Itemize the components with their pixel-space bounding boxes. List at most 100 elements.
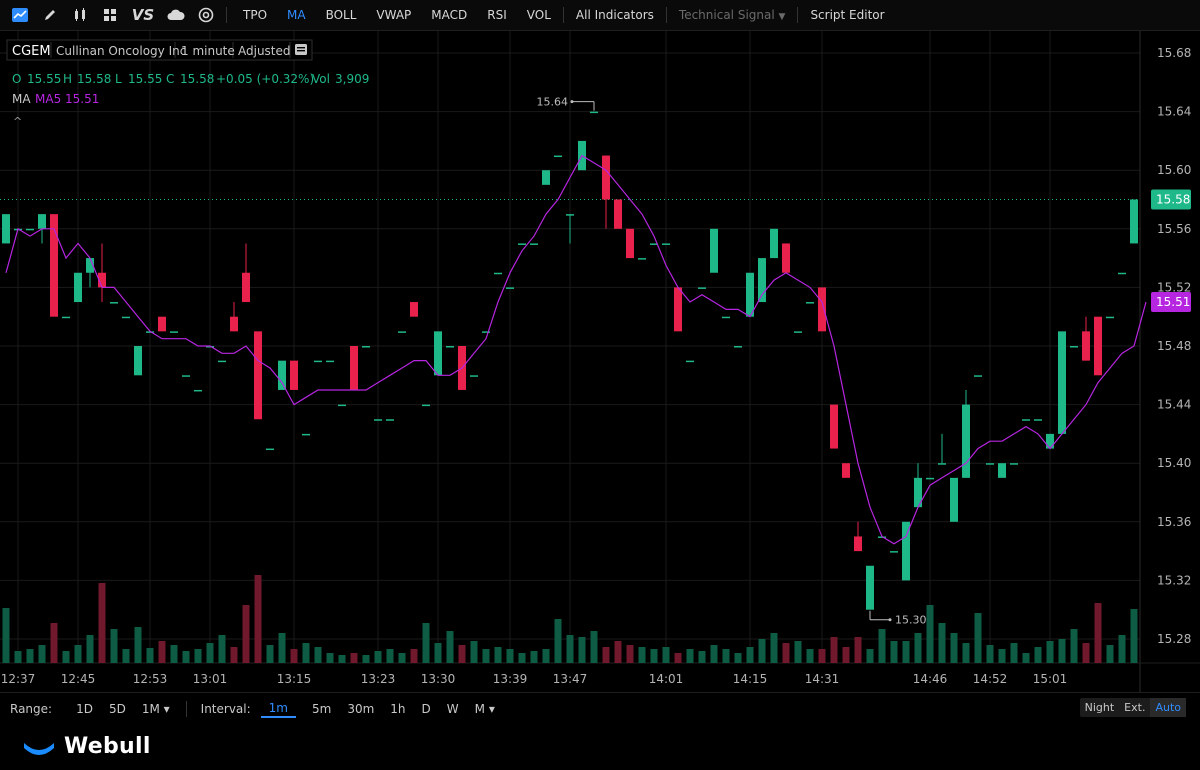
time-tick-label: 13:47 [553,672,588,686]
volume-bar [254,575,262,663]
volume-bar [494,647,502,663]
volume-bar [410,649,418,663]
legend-row-1: CGEM Cullinan Oncology Inc 1 minute Adju… [6,39,313,61]
candle [338,404,346,407]
price-chart[interactable]: 15.68 15.64 15.60 15.56 15.52 15.48 15.44 15.40… [0,31,1200,692]
candle [914,463,922,508]
candle [650,243,658,245]
volume-bar [542,649,550,663]
time-tick-label: 15:01 [1033,672,1068,686]
time-tick-label: 13:01 [193,672,228,686]
price-tick-label: 15.56 [1157,222,1191,236]
volume-bar [74,645,82,663]
close-label: C [166,72,174,86]
chart-icon[interactable] [10,5,30,25]
range-1m-dropdown[interactable]: 1M ▾ [141,702,170,716]
volume-bar [38,645,46,663]
volume-bar [1070,629,1078,663]
script-editor-button[interactable]: Script Editor [810,8,885,22]
candles-icon[interactable] [70,5,90,25]
interval-w[interactable]: W [446,702,459,716]
dollar-icon[interactable] [196,5,216,25]
volume-bar [1046,641,1054,663]
price-tick-label: 15.52 [1157,280,1191,294]
ticker-symbol: CGEM [12,44,51,59]
volume-bar [374,651,382,663]
range-1d[interactable]: 1D [76,702,93,716]
volume-bar [1058,639,1066,663]
vs-icon[interactable]: VS [130,5,156,25]
mode-ext[interactable]: Ext. [1124,701,1146,714]
candle [482,331,490,333]
adjusted-label[interactable]: Adjusted [238,44,291,58]
low-marker-dot [888,618,892,622]
range-5d[interactable]: 5D [108,702,126,716]
candle [158,316,166,332]
candle [98,243,106,303]
volume-bar [278,633,286,663]
time-tick-label: 13:30 [421,672,456,686]
indicator-tpo[interactable]: TPO [243,8,268,22]
candle [1094,316,1102,376]
candle [86,258,94,288]
volume-bar [818,649,826,663]
indicator-rsi[interactable]: RSI [487,8,507,22]
candle [398,331,406,333]
candle [770,228,778,259]
volume-bar [758,639,766,663]
last-price-tag: 15.58 [1151,189,1191,210]
mode-auto[interactable]: Auto [1150,698,1186,717]
price-tick-label: 15.68 [1157,46,1191,60]
volume-bar [554,619,562,663]
candle [674,287,682,332]
cloud-icon[interactable] [166,5,186,25]
candle [1118,272,1126,275]
interval-5m[interactable]: 5m [311,702,332,716]
candle [386,419,394,421]
candle [518,243,526,245]
candle [710,228,718,273]
candle [206,346,214,348]
high-marker-dot [570,100,574,104]
interval-30m[interactable]: 30m [347,702,375,716]
interval-m-dropdown[interactable]: M ▾ [474,702,495,716]
grid-icon[interactable] [100,5,120,25]
volume-bar [434,643,442,663]
candle [614,199,622,229]
indicator-vol[interactable]: VOL [526,8,551,22]
price-tick-label: 15.48 [1157,339,1191,353]
price-tick-label: 15.64 [1157,105,1191,119]
candle [566,214,574,244]
candle [590,111,598,114]
indicator-boll[interactable]: BOLL [325,8,357,22]
volume-bar [350,653,358,663]
time-tick-label: 14:31 [805,672,840,686]
volume-bar [722,649,730,663]
top-toolbar: VS TPO MA BOLL VWAP MACD RSI VOL All Ind… [0,0,1200,31]
interval-1h[interactable]: 1h [390,702,406,716]
interval-1m[interactable]: 1m [260,701,296,718]
mode-night[interactable]: Night [1084,701,1115,714]
indicator-ma[interactable]: MA [287,8,306,22]
all-indicators-button[interactable]: All Indicators [575,8,654,22]
candle [170,331,178,333]
technical-signal-dropdown[interactable]: Technical Signal ▼ [669,8,796,22]
price-tick-label: 15.28 [1157,632,1191,646]
indicator-macd[interactable]: MACD [431,8,468,22]
volume-bar [146,648,154,663]
volume-bar [686,649,694,663]
interval-d[interactable]: D [421,702,431,716]
volume-bar [842,647,850,663]
pencil-icon[interactable] [40,5,60,25]
open-value: 15.55 [27,72,61,86]
indicator-vwap[interactable]: VWAP [376,8,412,22]
volume-bar [362,655,370,663]
ohlc-row: O 15.55 H 15.58 L 15.55 C 15.58 +0.05 (+… [12,72,369,86]
volume-bar [2,608,10,663]
volume-bar [386,649,394,663]
candle [626,228,634,259]
settings-icon[interactable] [295,44,307,55]
candle [362,346,370,348]
collapse-legend-icon[interactable]: ^ [13,115,22,128]
volume-bar [950,633,958,663]
